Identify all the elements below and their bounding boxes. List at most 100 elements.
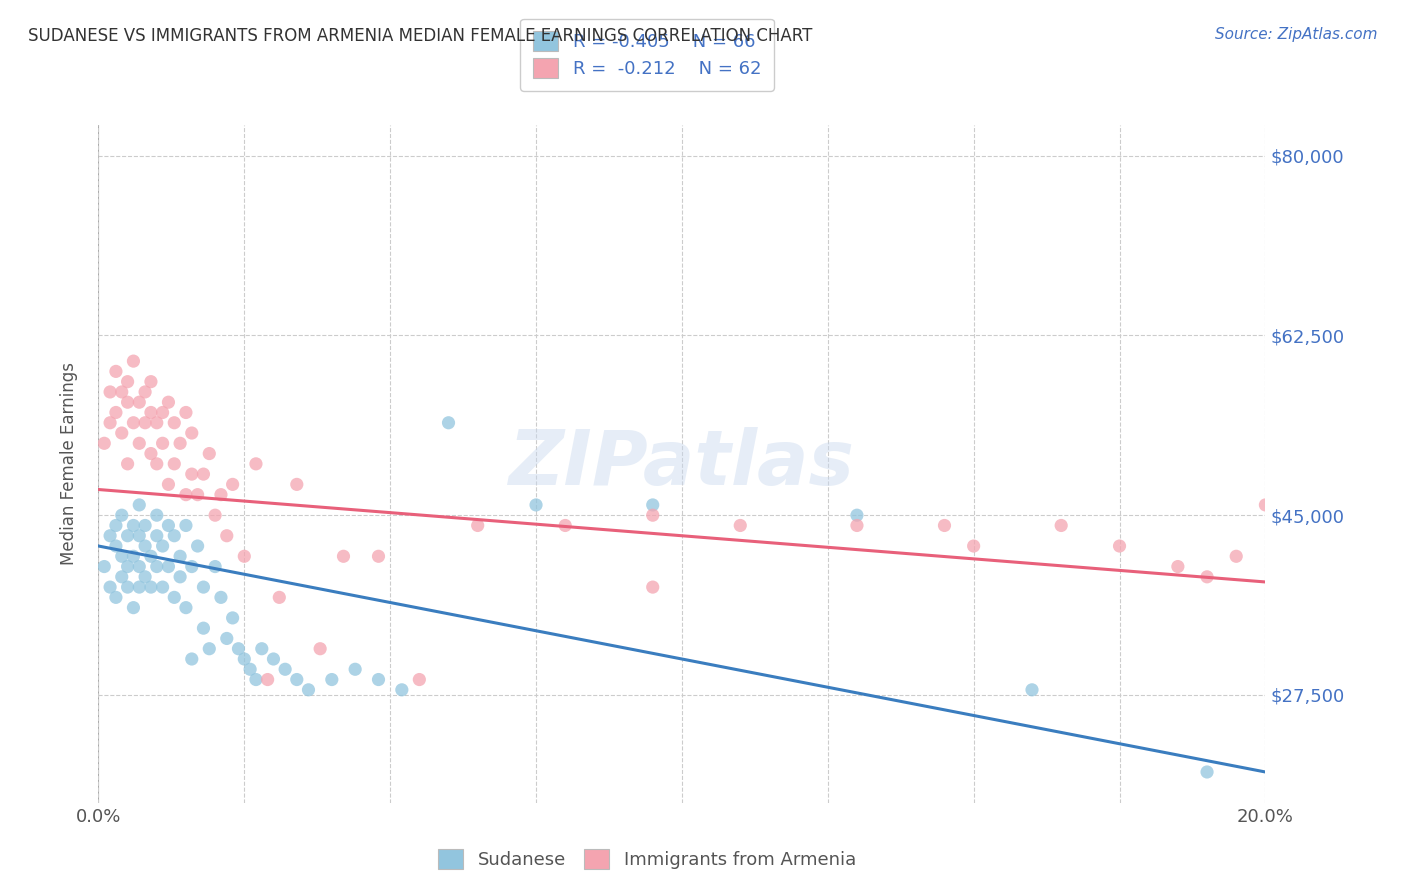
Point [262, 652, 284, 666]
Point [1195, 570, 1218, 584]
Point [1050, 518, 1073, 533]
Point [193, 580, 215, 594]
Point [134, 416, 156, 430]
Point [152, 539, 174, 553]
Point [122, 518, 145, 533]
Point [256, 673, 278, 687]
Point [269, 591, 291, 605]
Point [309, 641, 332, 656]
Point [169, 549, 191, 564]
Point [297, 682, 319, 697]
Point [209, 591, 232, 605]
Point [408, 673, 430, 687]
Point [104, 539, 127, 553]
Point [215, 632, 238, 646]
Point [111, 570, 134, 584]
Point [209, 488, 232, 502]
Point [146, 457, 169, 471]
Point [134, 384, 156, 399]
Point [198, 641, 221, 656]
Point [157, 395, 180, 409]
Point [139, 405, 162, 419]
Y-axis label: Median Female Earnings: Median Female Earnings [59, 362, 77, 566]
Point [274, 662, 297, 676]
Point [934, 518, 956, 533]
Point [117, 457, 139, 471]
Point [204, 559, 226, 574]
Point [228, 641, 250, 656]
Point [1195, 764, 1218, 779]
Point [728, 518, 751, 533]
Point [128, 559, 150, 574]
Point [111, 425, 134, 440]
Point [174, 488, 197, 502]
Point [122, 354, 145, 368]
Point [93, 559, 115, 574]
Point [139, 446, 162, 460]
Point [437, 416, 460, 430]
Point [344, 662, 367, 676]
Point [215, 529, 238, 543]
Point [467, 518, 489, 533]
Point [117, 375, 139, 389]
Point [152, 436, 174, 450]
Point [146, 508, 169, 523]
Point [187, 539, 209, 553]
Point [174, 600, 197, 615]
Point [163, 529, 186, 543]
Point [524, 498, 547, 512]
Point [641, 498, 664, 512]
Point [104, 518, 127, 533]
Point [233, 549, 256, 564]
Point [962, 539, 984, 553]
Point [233, 652, 256, 666]
Point [641, 580, 664, 594]
Point [163, 591, 186, 605]
Point [128, 498, 150, 512]
Point [187, 488, 209, 502]
Point [122, 549, 145, 564]
Point [98, 580, 121, 594]
Point [104, 591, 127, 605]
Text: ZIPatlas: ZIPatlas [509, 427, 855, 500]
Point [128, 436, 150, 450]
Point [117, 580, 139, 594]
Point [134, 570, 156, 584]
Point [169, 436, 191, 450]
Point [367, 549, 389, 564]
Point [285, 673, 308, 687]
Point [117, 559, 139, 574]
Point [321, 673, 343, 687]
Point [128, 395, 150, 409]
Point [391, 682, 413, 697]
Point [641, 508, 664, 523]
Point [152, 405, 174, 419]
Point [193, 621, 215, 635]
Point [221, 611, 243, 625]
Point [117, 395, 139, 409]
Point [111, 508, 134, 523]
Point [245, 673, 267, 687]
Point [146, 416, 169, 430]
Text: Source: ZipAtlas.com: Source: ZipAtlas.com [1215, 27, 1378, 42]
Point [845, 508, 868, 523]
Point [1108, 539, 1130, 553]
Point [134, 518, 156, 533]
Point [1167, 559, 1189, 574]
Point [198, 446, 221, 460]
Point [221, 477, 243, 491]
Point [104, 364, 127, 378]
Point [128, 580, 150, 594]
Point [163, 416, 186, 430]
Point [332, 549, 354, 564]
Point [239, 662, 262, 676]
Point [98, 384, 121, 399]
Point [845, 518, 868, 533]
Point [93, 436, 115, 450]
Point [180, 652, 202, 666]
Point [104, 405, 127, 419]
Point [180, 559, 202, 574]
Point [157, 518, 180, 533]
Point [139, 580, 162, 594]
Point [245, 457, 267, 471]
